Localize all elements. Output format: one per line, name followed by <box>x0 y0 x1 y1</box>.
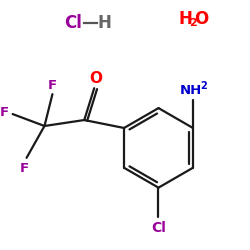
Text: Cl: Cl <box>64 14 82 32</box>
Text: F: F <box>20 162 29 175</box>
Text: O: O <box>90 71 103 86</box>
Text: F: F <box>0 106 9 118</box>
Text: 2: 2 <box>190 18 197 28</box>
Text: O: O <box>194 10 208 28</box>
Text: Cl: Cl <box>151 222 166 235</box>
Text: H: H <box>178 10 192 28</box>
Text: 2: 2 <box>200 81 207 91</box>
Text: F: F <box>48 79 57 92</box>
Text: NH: NH <box>180 84 202 97</box>
Text: H: H <box>98 14 112 32</box>
